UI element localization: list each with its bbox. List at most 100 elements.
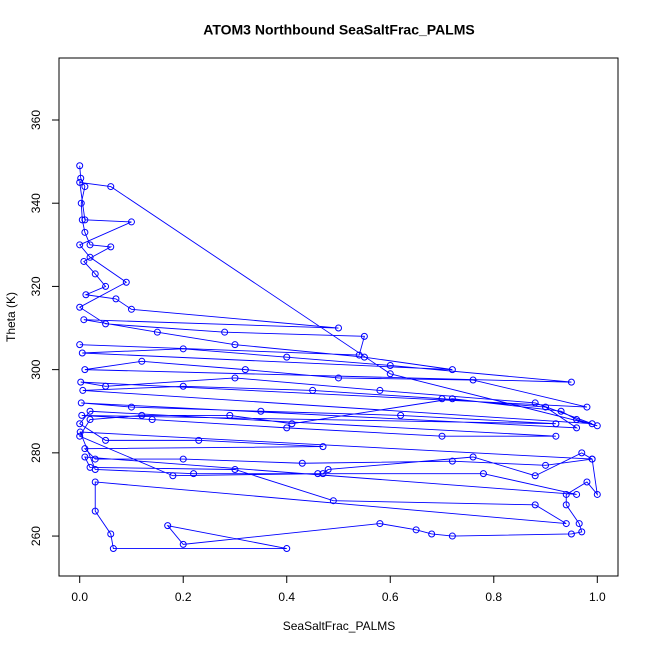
- data-point: [91, 507, 99, 515]
- data-point: [102, 320, 110, 328]
- data-point: [138, 411, 146, 419]
- data-point: [257, 407, 265, 415]
- data-point: [428, 530, 436, 538]
- data-point: [76, 420, 84, 428]
- data-point: [86, 253, 94, 261]
- data-point: [86, 407, 94, 415]
- data-point: [335, 324, 342, 332]
- data-point: [127, 218, 135, 226]
- data-point: [329, 497, 337, 505]
- chart-title: ATOM3 Northbound SeaSaltFrac_PALMS: [203, 22, 474, 38]
- data-point: [448, 395, 456, 403]
- data-point: [81, 445, 89, 453]
- data-point: [226, 411, 234, 419]
- data-point: [107, 243, 115, 251]
- x-tick-label: 0.8: [485, 590, 502, 604]
- data-point: [531, 501, 539, 509]
- x-tick-label: 1.0: [589, 590, 606, 604]
- data-point: [552, 420, 560, 428]
- data-point: [438, 395, 446, 403]
- data-point: [79, 386, 87, 394]
- data-point: [138, 357, 146, 365]
- y-tick-label: 360: [29, 110, 43, 130]
- data-point: [562, 490, 570, 498]
- data-point: [81, 228, 89, 236]
- y-tick-label: 340: [29, 193, 43, 213]
- data-point: [102, 382, 110, 390]
- data-point: [107, 530, 115, 538]
- data-point: [241, 366, 249, 374]
- data-point: [288, 420, 296, 428]
- data-point: [81, 183, 89, 191]
- data-point: [81, 366, 89, 374]
- x-axis-label: SeaSaltFrac_PALMS: [283, 619, 396, 633]
- data-point: [479, 470, 487, 478]
- y-tick-label: 320: [29, 276, 43, 296]
- data-point: [575, 520, 583, 528]
- data-point: [542, 403, 550, 411]
- data-point: [77, 174, 85, 182]
- data-point: [127, 403, 135, 411]
- data-point: [573, 424, 581, 432]
- data-point: [76, 303, 84, 311]
- data-point: [376, 520, 384, 528]
- data-point: [583, 478, 591, 486]
- data-point: [335, 374, 342, 382]
- data-point: [91, 270, 99, 278]
- y-tick-label: 280: [29, 443, 43, 463]
- data-point: [77, 378, 85, 386]
- data-point: [77, 399, 85, 407]
- data-point: [386, 370, 394, 378]
- x-tick-label: 0.2: [175, 590, 192, 604]
- data-point: [386, 361, 394, 369]
- data-point: [76, 432, 84, 440]
- data-point: [102, 282, 110, 290]
- data-point: [573, 490, 581, 498]
- data-point: [531, 472, 539, 480]
- data-point: [298, 459, 306, 467]
- data-point: [314, 470, 322, 478]
- data-point: [283, 353, 291, 361]
- y-tick-label: 260: [29, 526, 43, 546]
- y-tick-label: 300: [29, 359, 43, 379]
- data-point: [153, 328, 161, 336]
- data-point: [122, 278, 130, 286]
- data-point: [360, 332, 368, 340]
- data-point: [76, 241, 84, 249]
- data-point: [107, 183, 115, 191]
- data-point: [593, 422, 601, 430]
- data-point: [567, 378, 575, 386]
- data-point: [319, 470, 327, 478]
- data-point: [86, 416, 94, 424]
- data-point: [179, 540, 187, 548]
- data-point: [324, 465, 332, 473]
- data-point: [562, 501, 570, 509]
- data-point: [412, 526, 420, 534]
- data-point: [76, 428, 84, 436]
- data-point: [531, 399, 539, 407]
- data-point: [190, 470, 198, 478]
- data-point: [86, 241, 94, 249]
- x-tick-label: 0.6: [382, 590, 399, 604]
- plot-frame: [58, 57, 619, 577]
- data-point: [448, 366, 456, 374]
- data-point: [109, 545, 117, 553]
- data-point: [80, 257, 88, 265]
- data-point: [179, 382, 187, 390]
- data-point: [195, 436, 203, 444]
- data-point: [179, 345, 187, 353]
- data-point: [283, 545, 291, 553]
- data-point: [231, 341, 239, 349]
- data-point: [82, 291, 90, 299]
- data-point: [588, 455, 596, 463]
- data-point: [562, 520, 570, 528]
- data-point: [169, 472, 177, 480]
- data-point: [557, 407, 565, 415]
- data-point: [573, 416, 581, 424]
- data-point: [81, 453, 89, 461]
- data-point: [397, 411, 405, 419]
- data-point: [355, 351, 363, 359]
- data-point: [593, 490, 601, 498]
